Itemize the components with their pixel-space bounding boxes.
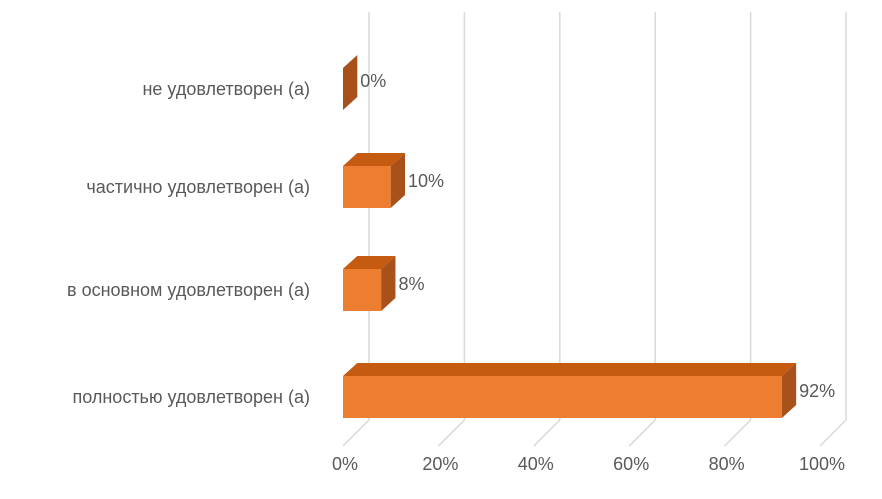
bar-side-face: [343, 55, 358, 110]
gridline-floor: [437, 419, 465, 447]
data-labels: 0% 10% 8% 92%: [360, 71, 835, 401]
category-labels: не удовлетворен (а) частично удовлетворен…: [67, 79, 310, 407]
x-tick-label: 100%: [799, 454, 845, 474]
x-tick-label: 20%: [422, 454, 458, 474]
data-label: 10%: [408, 171, 444, 191]
category-label: частично удовлетворен (а): [86, 177, 310, 197]
x-tick-label: 60%: [613, 454, 649, 474]
bar-top-face: [343, 153, 405, 166]
bars: [343, 55, 797, 418]
gridline-floor: [533, 419, 561, 447]
bar: [343, 269, 382, 311]
gridline-floor: [724, 419, 752, 447]
bar-side-face: [781, 363, 797, 418]
bar-side-face: [390, 153, 405, 208]
category-label: не удовлетворен (а): [142, 79, 310, 99]
gridline-floor: [342, 419, 370, 447]
x-tick-label: 40%: [518, 454, 554, 474]
data-label: 92%: [799, 381, 835, 401]
x-tick-label: 80%: [709, 454, 745, 474]
x-axis-tick-labels: 0% 20% 40% 60% 80% 100%: [332, 454, 845, 474]
bar: [343, 376, 782, 418]
data-label: 8%: [398, 274, 424, 294]
gridline-floor: [819, 419, 847, 447]
category-label: полностью удовлетворен (а): [73, 387, 311, 407]
bar: [343, 166, 391, 208]
bar-top-face: [343, 363, 797, 376]
category-label: в основном удовлетворен (а): [67, 280, 310, 300]
gridlines: [342, 12, 847, 447]
bar-side-face: [381, 256, 396, 311]
gridline-floor: [628, 419, 656, 447]
bar-top-face: [343, 256, 396, 269]
x-tick-label: 0%: [332, 454, 358, 474]
data-label: 0%: [360, 71, 386, 91]
